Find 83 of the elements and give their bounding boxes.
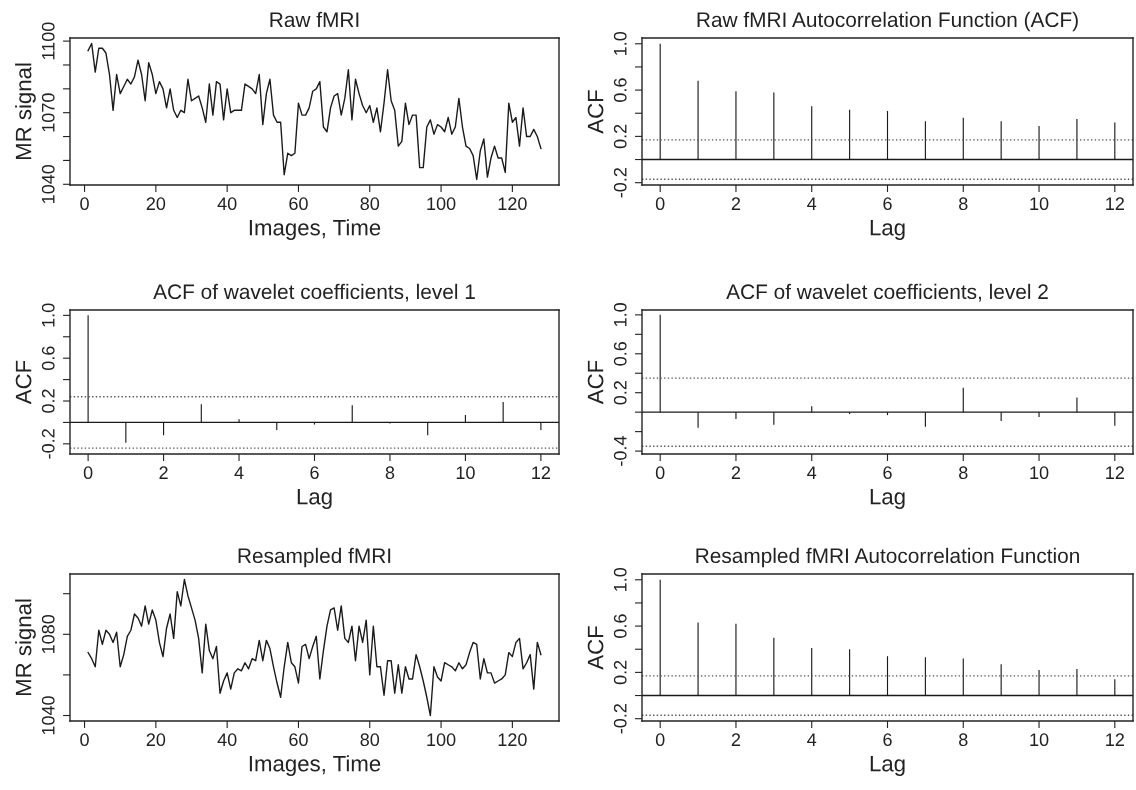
x-tick-label: 0 — [655, 733, 665, 747]
y-tick-label: 1.0 — [613, 303, 627, 327]
x-tick-label: 20 — [146, 197, 166, 211]
x-tick-label: 20 — [146, 733, 166, 747]
chart-title: Raw fMRI Autocorrelation Function (ACF) — [697, 11, 1078, 32]
x-tick-label: 4 — [807, 197, 817, 210]
x-tick-label: 100 — [427, 733, 456, 747]
x-tick-label: 80 — [360, 733, 380, 747]
y-tick-label: -0.4 — [613, 436, 627, 466]
y-tick-label: 1040 — [41, 696, 55, 735]
x-tick-label: 120 — [498, 197, 527, 211]
y-tick-label: 0.2 — [613, 381, 627, 405]
x-tick-label: 0 — [80, 733, 89, 747]
y-tick-label: 1070 — [41, 93, 55, 132]
x-tick-label: 8 — [385, 466, 395, 480]
y-axis-title: ACF — [587, 360, 604, 405]
x-tick-label: 12 — [1106, 466, 1124, 479]
x-tick-label: 100 — [427, 197, 456, 211]
y-tick-label: 1040 — [41, 164, 55, 203]
y-tick-label: -0.2 — [613, 704, 627, 734]
y-tick-label: 0.6 — [613, 78, 627, 102]
y-tick-label: 0.2 — [613, 124, 627, 149]
x-tick-label: 6 — [883, 197, 892, 211]
x-tick-label: 8 — [959, 733, 968, 747]
x-tick-label: 10 — [1030, 466, 1049, 480]
x-tick-label: 12 — [532, 466, 551, 479]
x-tick-label: 0 — [655, 197, 665, 211]
y-tick-label: 1080 — [41, 614, 55, 654]
x-axis-title: Lag — [297, 489, 332, 509]
chart-title: Resampled fMRI Autocorrelation Function — [696, 547, 1079, 568]
x-tick-label: 6 — [883, 466, 892, 480]
y-tick-label: -0.2 — [613, 168, 627, 198]
x-tick-label: 6 — [310, 466, 319, 480]
y-tick-label: 1.0 — [613, 31, 627, 55]
x-tick-label: 2 — [731, 197, 741, 210]
y-tick-label: -0.2 — [41, 429, 55, 459]
y-axis-title: ACF — [587, 90, 604, 134]
y-tick-label: 0.6 — [613, 342, 627, 366]
x-tick-label: 60 — [289, 197, 308, 211]
line-series — [87, 578, 542, 717]
x-tick-label: 80 — [360, 197, 380, 211]
x-tick-label: 12 — [1106, 197, 1124, 210]
y-tick-label: 0.2 — [613, 660, 627, 685]
x-axis-title: Images, Time — [249, 219, 381, 240]
y-tick-label: 1100 — [41, 22, 55, 60]
chart-title: Resampled fMRI — [238, 547, 391, 568]
chart-title: Raw fMRI — [270, 11, 359, 28]
x-tick-label: 6 — [883, 733, 892, 747]
x-axis-title: Lag — [870, 756, 905, 776]
x-tick-label: 0 — [655, 466, 665, 480]
x-tick-label: 10 — [456, 466, 475, 480]
y-tick-label: 1.0 — [41, 303, 55, 327]
y-tick-label: 1.0 — [613, 567, 627, 591]
x-tick-label: 2 — [159, 466, 168, 479]
x-axis-title: Lag — [870, 220, 905, 240]
y-tick-label: 0.6 — [41, 346, 55, 371]
x-axis-title: Images, Time — [249, 755, 381, 776]
x-tick-label: 8 — [959, 197, 968, 211]
chart-title: ACF of wavelet coefficients, level 2 — [726, 283, 1048, 302]
x-tick-label: 60 — [289, 733, 308, 747]
y-axis-title: MR signal — [15, 599, 36, 696]
x-tick-label: 120 — [498, 733, 527, 747]
y-axis-title: ACF — [15, 360, 32, 405]
x-tick-label: 0 — [83, 466, 93, 480]
x-tick-label: 40 — [217, 197, 237, 211]
y-axis-title: ACF — [587, 626, 604, 670]
x-tick-label: 8 — [959, 466, 968, 480]
x-tick-label: 2 — [731, 733, 741, 746]
x-tick-label: 12 — [1106, 733, 1124, 746]
x-tick-label: 4 — [807, 466, 817, 479]
x-tick-label: 40 — [217, 733, 237, 747]
x-tick-label: 0 — [80, 197, 89, 211]
x-tick-label: 2 — [731, 466, 741, 479]
x-tick-label: 10 — [1030, 733, 1049, 747]
x-tick-label: 4 — [234, 466, 244, 479]
x-tick-label: 4 — [807, 733, 817, 746]
chart-title: ACF of wavelet coefficients, level 1 — [153, 283, 475, 302]
x-axis-title: Lag — [870, 489, 905, 509]
line-series — [87, 42, 542, 181]
y-axis-title: MR signal — [15, 63, 36, 160]
x-tick-label: 10 — [1030, 197, 1049, 211]
y-tick-label: 0.2 — [41, 389, 55, 413]
y-tick-label: 0.6 — [613, 614, 627, 638]
